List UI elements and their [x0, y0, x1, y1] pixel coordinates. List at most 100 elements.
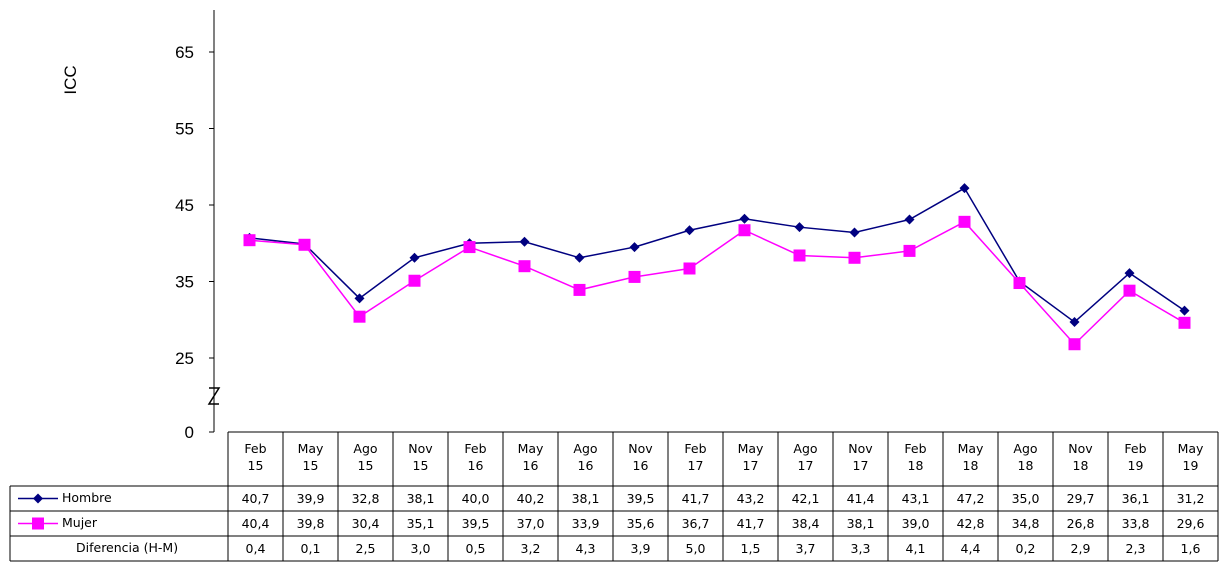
data-label: 33,9 — [571, 516, 600, 531]
data-label: 35,6 — [626, 516, 655, 531]
series-line — [249, 187, 1185, 324]
axis-break — [207, 387, 221, 405]
marker — [739, 213, 750, 224]
marker — [849, 227, 860, 238]
data-label: 0,1 — [300, 541, 321, 556]
data-label: 4,1 — [905, 541, 926, 556]
data-label: 42,1 — [791, 491, 820, 506]
x-tick-label: May 18 — [957, 441, 984, 473]
data-label: 1,5 — [740, 541, 761, 556]
data-label: 40,0 — [461, 491, 490, 506]
row-label: Diferencia (H-M) — [76, 540, 179, 555]
data-label: 41,4 — [846, 491, 875, 506]
x-tick-label: May 15 — [297, 441, 324, 473]
y-tick-label: 45 — [175, 196, 194, 215]
marker — [1068, 338, 1081, 351]
data-label: 39,8 — [296, 516, 325, 531]
data-label: 33,8 — [1121, 516, 1150, 531]
data-label: 0,5 — [465, 541, 486, 556]
data-label: 38,1 — [406, 491, 435, 506]
y-tick-label: 55 — [175, 120, 194, 139]
y-axis-label: ICC — [61, 65, 80, 94]
marker — [573, 283, 586, 296]
data-label: 36,7 — [681, 516, 710, 531]
marker — [408, 274, 421, 287]
marker — [1124, 268, 1135, 279]
y-tick-label: 0 — [185, 423, 194, 442]
series-line — [249, 220, 1185, 346]
data-label: 3,2 — [520, 541, 541, 556]
data-label: 34,8 — [1011, 516, 1040, 531]
marker — [574, 252, 585, 263]
data-label: 1,6 — [1180, 541, 1201, 556]
x-tick-label: Feb 16 — [464, 441, 487, 473]
marker — [1179, 305, 1190, 316]
x-tick-label: Feb 18 — [904, 441, 927, 473]
marker — [904, 214, 915, 225]
data-label: 0,4 — [245, 541, 266, 556]
x-tick-label: Feb 17 — [684, 441, 707, 473]
marker — [518, 260, 531, 273]
marker — [1123, 284, 1136, 297]
marker — [794, 222, 805, 233]
data-label: 36,1 — [1121, 491, 1150, 506]
data-label: 41,7 — [681, 491, 710, 506]
marker — [684, 225, 695, 236]
marker — [32, 517, 44, 530]
marker — [298, 238, 311, 251]
data-label: 5,0 — [685, 541, 706, 556]
marker — [463, 241, 476, 254]
data-label: 37,0 — [516, 516, 545, 531]
data-label: 40,7 — [241, 491, 270, 506]
marker — [243, 234, 256, 247]
data-label: 2,3 — [1125, 541, 1146, 556]
x-tick-label: Nov 17 — [848, 441, 873, 473]
data-label: 30,4 — [351, 516, 380, 531]
data-label: 42,8 — [956, 516, 985, 531]
data-label: 2,5 — [355, 541, 376, 556]
marker — [629, 242, 640, 253]
data-label: 38,4 — [791, 516, 820, 531]
data-label: 2,9 — [1070, 541, 1091, 556]
x-tick-label: Ago 18 — [1013, 441, 1038, 473]
marker — [1178, 316, 1191, 329]
marker — [353, 310, 366, 323]
data-label: 31,2 — [1176, 491, 1205, 506]
marker — [1013, 277, 1026, 290]
data-label: 38,1 — [571, 491, 600, 506]
marker — [958, 215, 971, 228]
data-label: 32,8 — [351, 491, 380, 506]
marker — [959, 183, 970, 194]
marker — [33, 493, 43, 504]
data-label: 43,2 — [736, 491, 765, 506]
marker — [848, 251, 861, 264]
data-label: 29,7 — [1066, 491, 1095, 506]
x-tick-label: Ago 16 — [573, 441, 598, 473]
x-tick-label: May 17 — [737, 441, 764, 473]
marker — [1069, 317, 1080, 328]
x-tick-label: Nov 15 — [408, 441, 433, 473]
data-label: 26,8 — [1066, 516, 1095, 531]
data-label: 38,1 — [846, 516, 875, 531]
data-label: 3,3 — [850, 541, 871, 556]
marker — [628, 270, 641, 283]
data-label: 40,4 — [241, 516, 270, 531]
y-tick-label: 25 — [175, 349, 194, 368]
data-label: 35,1 — [406, 516, 435, 531]
x-tick-label: Nov 16 — [628, 441, 653, 473]
x-tick-label: Nov 18 — [1068, 441, 1093, 473]
data-label: 3,0 — [410, 541, 431, 556]
data-label: 39,5 — [626, 491, 655, 506]
marker — [738, 224, 751, 237]
marker — [519, 236, 530, 247]
data-label: 4,4 — [960, 541, 981, 556]
x-tick-label: May 16 — [517, 441, 544, 473]
data-label: 40,2 — [516, 491, 545, 506]
x-tick-label: Ago 17 — [793, 441, 818, 473]
y-tick-label: 65 — [175, 43, 194, 62]
data-label: 39,0 — [901, 516, 930, 531]
marker — [354, 293, 365, 304]
data-label: 39,5 — [461, 516, 490, 531]
